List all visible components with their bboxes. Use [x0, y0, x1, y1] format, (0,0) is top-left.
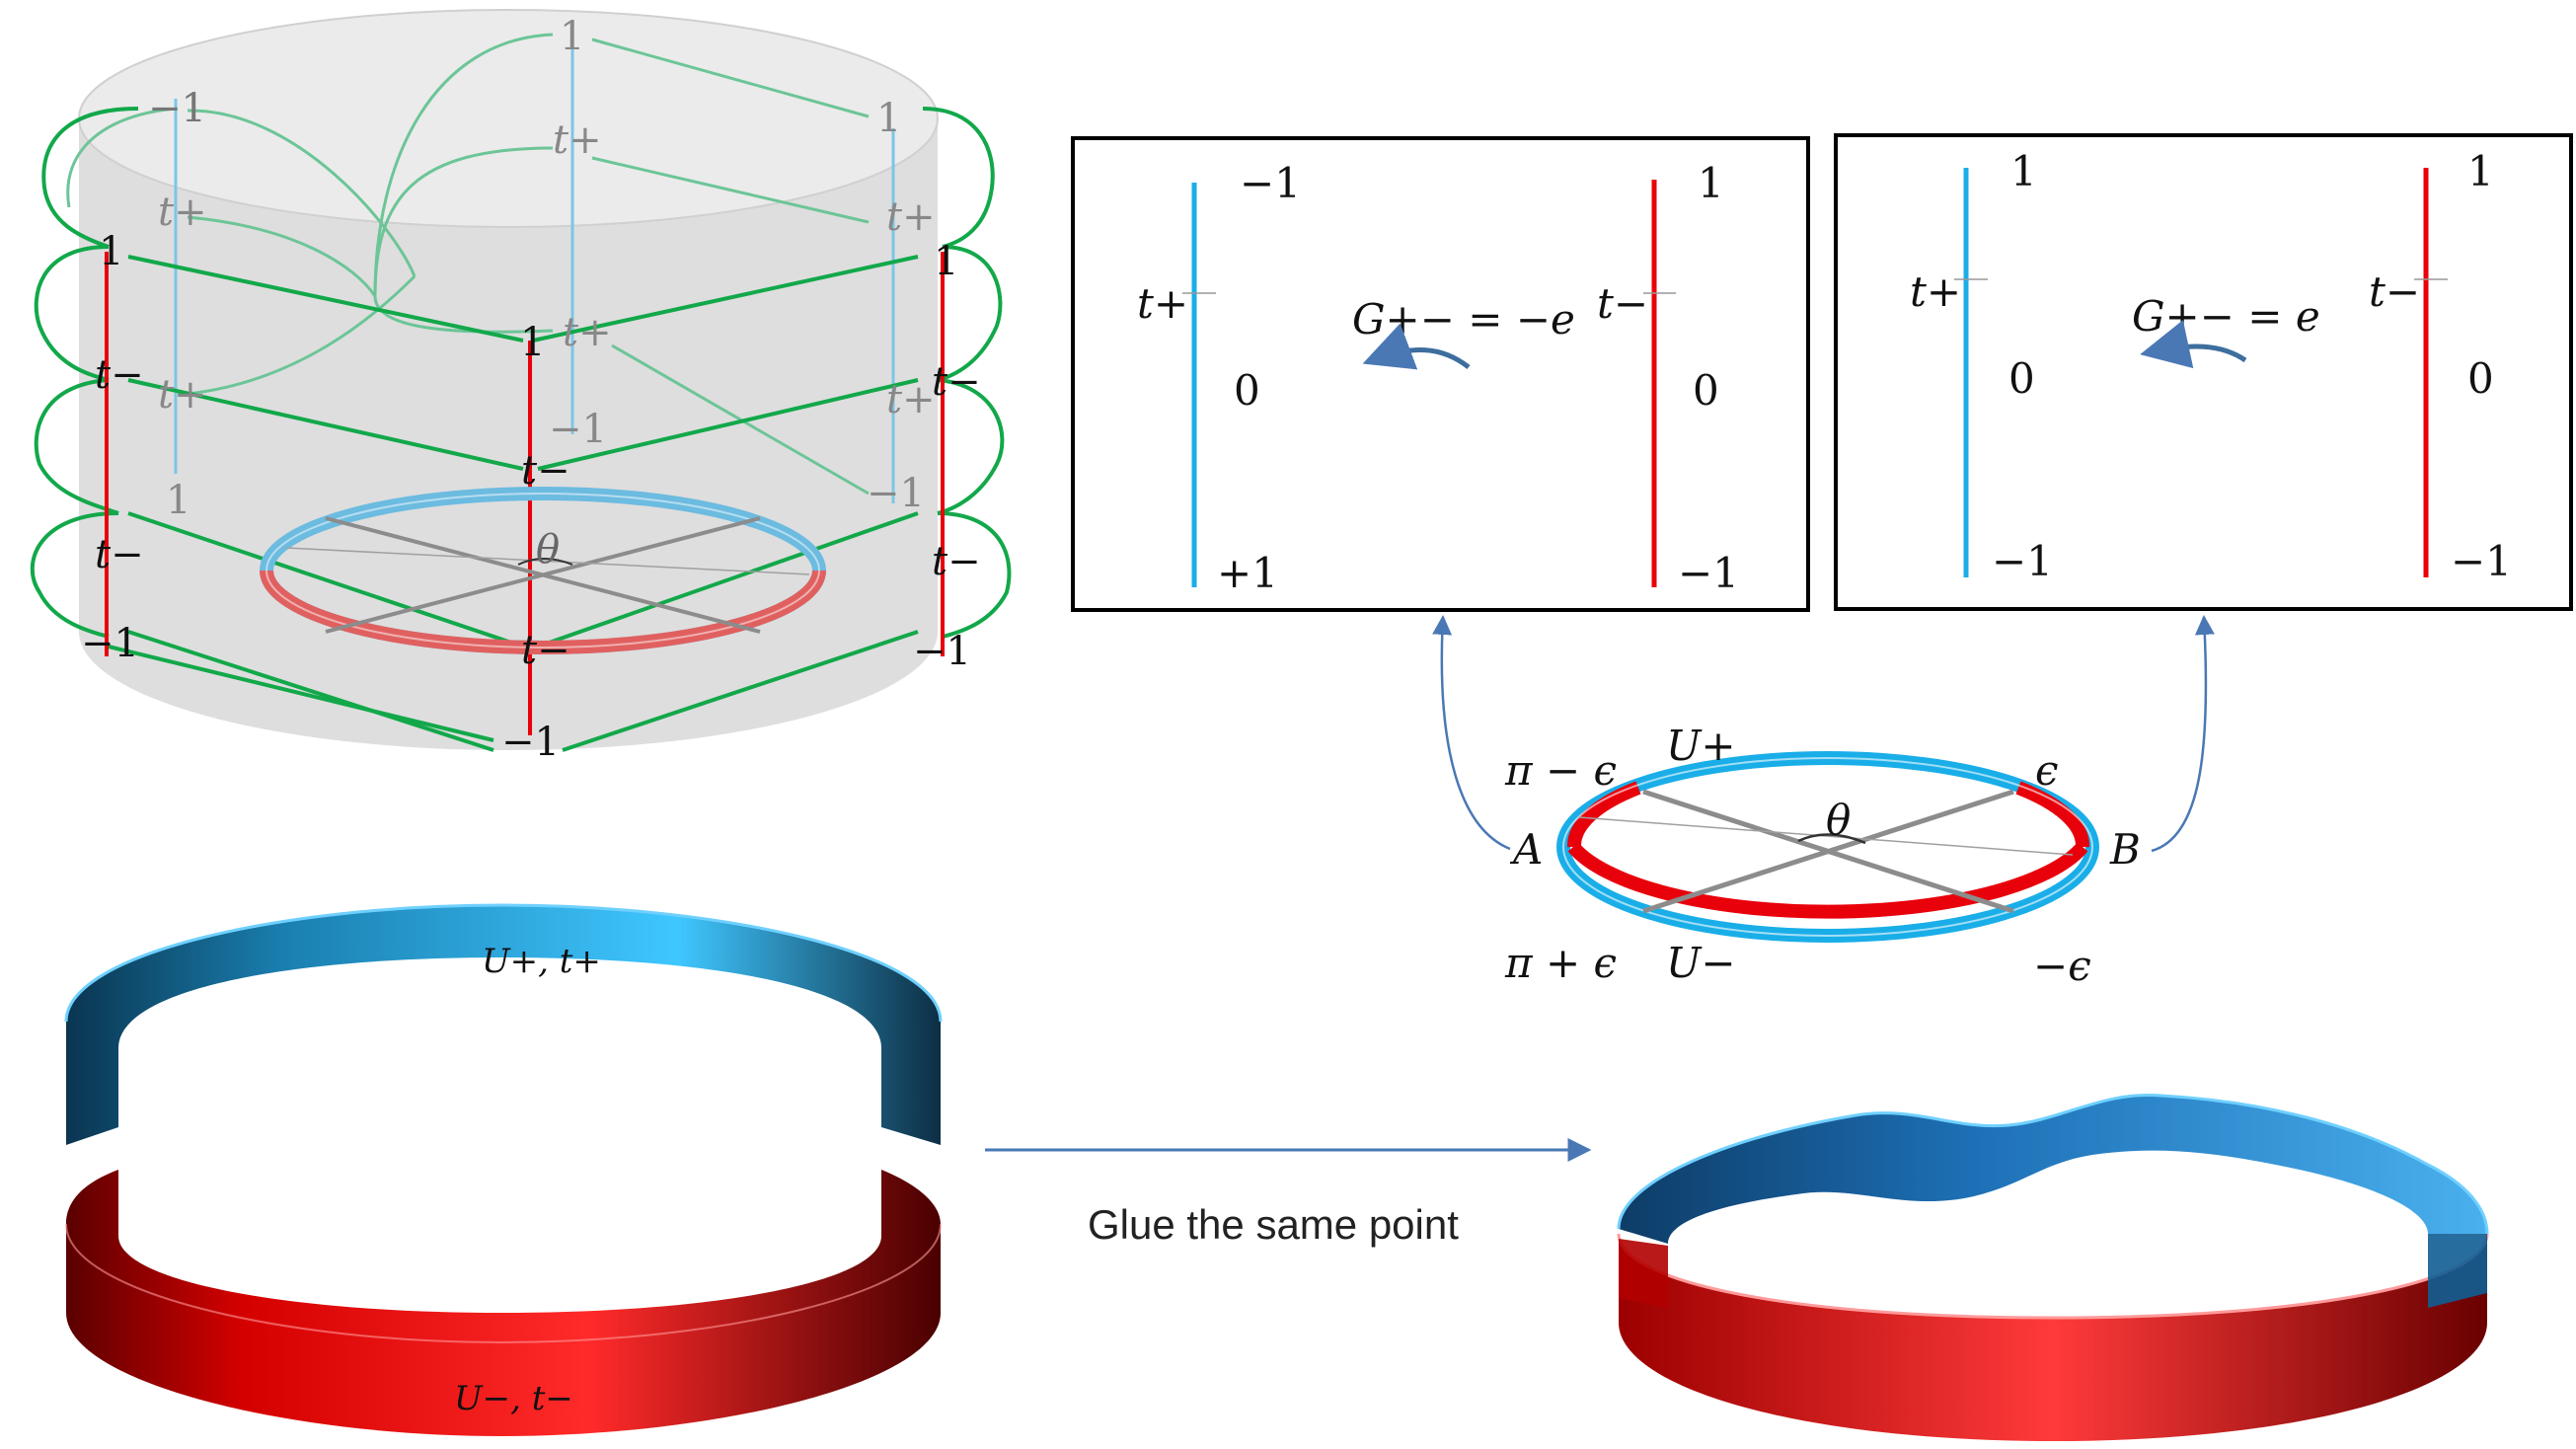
cyl-red-center-t1: t− — [521, 448, 570, 494]
arrow-b-to-right-panel — [2151, 615, 2215, 853]
cyl-theta: θ — [536, 527, 560, 572]
back-connections — [66, 33, 870, 496]
panel-left-blue-bottom: +1 — [1217, 549, 1278, 597]
panel-left-blue-t: t+ — [1137, 279, 1188, 328]
cyl-blue-left-t2: t+ — [158, 372, 207, 418]
cyl-red-left-t1: t− — [95, 352, 144, 398]
panel-right-blue-mid: 0 — [2008, 354, 2035, 403]
panel-left-blue-top: −1 — [1240, 159, 1301, 207]
cylinder-figure: θ −1 t+ t+ 1 1 t+ t+ −1 1 t+ t+ −1 1 t− … — [30, 9, 1012, 765]
panel-left-blue-mid: 0 — [1234, 366, 1260, 415]
cyl-blue-right-t: t+ — [886, 194, 936, 240]
ring-pi-plus-eps: π + ϵ — [1504, 939, 1617, 987]
cyl-blue-center-top: 1 — [560, 14, 584, 59]
panel-left-g-label: G+− = −e — [1352, 295, 1575, 343]
cyl-red-right-t2: t− — [932, 539, 981, 584]
ring-point-a: A — [1509, 825, 1543, 874]
arrow-a-to-left-panel — [1432, 615, 1511, 851]
panel-right-arrow — [2140, 320, 2247, 369]
glue-arrow: Glue the same point — [985, 1138, 1592, 1248]
ring-u-plus: U+ — [1666, 722, 1736, 770]
cyl-blue-center-bottom: −1 — [549, 407, 607, 452]
cyl-red-center-t2: t− — [521, 628, 570, 673]
cyl-red-right-top: 1 — [934, 239, 958, 284]
cylinder-ring — [260, 487, 826, 654]
panel-right-blue-bottom: −1 — [1992, 537, 2053, 585]
ring-eps: ϵ — [2035, 746, 2059, 795]
panel-right-g-label: G+− = e — [2132, 292, 2320, 341]
cyl-blue-left-bottom: 1 — [166, 478, 190, 523]
ring-u-minus: U− — [1666, 939, 1736, 987]
cyl-red-right-bottom: −1 — [913, 629, 971, 674]
blue-band: U+, t+ — [64, 903, 943, 1145]
ring-theta: θ — [1826, 796, 1851, 844]
panel-right-red-t: t− — [2369, 267, 2420, 316]
cyl-red-left-top: 1 — [99, 229, 123, 274]
panel-right-red-bottom: −1 — [2451, 537, 2512, 585]
cylinder-labels: θ −1 t+ t+ 1 1 t+ t+ −1 1 t+ t+ −1 1 t− … — [81, 14, 981, 765]
cyl-blue-left-t: t+ — [158, 190, 207, 235]
cyl-red-center-top: 1 — [520, 320, 545, 365]
ring-point-b: B — [2109, 825, 2141, 874]
blue-band-label: U+, t+ — [482, 942, 601, 981]
cyl-blue-left-top: −1 — [148, 86, 206, 131]
panel-right-red-top: 1 — [2467, 147, 2494, 195]
cyl-red-left-t2: t− — [95, 532, 144, 577]
cylinder-top — [79, 10, 938, 227]
cyl-blue-center-t2: t+ — [563, 310, 612, 355]
cyl-blue-center-t1: t+ — [553, 117, 602, 163]
glue-text: Glue the same point — [1088, 1201, 1459, 1248]
side-loops — [30, 107, 1012, 639]
panel-left-red-t: t− — [1597, 279, 1648, 328]
cyl-blue-right-t2: t+ — [886, 377, 936, 422]
cyl-red-right-t1: t− — [932, 359, 981, 405]
panel-left-arrow — [1362, 323, 1471, 370]
cyl-red-center-bottom: −1 — [501, 720, 560, 765]
front-connections — [108, 255, 919, 752]
cyl-red-left-bottom: −1 — [81, 621, 139, 666]
panel-right-blue-top: 1 — [2010, 147, 2037, 195]
red-band-label: U−, t− — [454, 1379, 573, 1418]
panel-left: −1 0 +1 t+ 1 0 −1 t− G+− = −e — [1071, 136, 1810, 612]
small-ring: U+ U− π − ϵ π + ϵ ϵ −ϵ A B θ — [1432, 615, 2215, 990]
panel-left-red-bottom: −1 — [1678, 549, 1739, 597]
panel-left-red-mid: 0 — [1693, 366, 1719, 415]
panel-left-red-top: 1 — [1698, 159, 1724, 207]
ring-pi-minus-eps: π − ϵ — [1504, 746, 1617, 795]
ring-minus-eps: −ϵ — [2033, 942, 2091, 990]
cyl-blue-right-top: 1 — [876, 96, 901, 141]
red-band: U−, t− — [65, 1170, 942, 1436]
mobius-band — [1617, 1093, 2489, 1441]
panel-right-red-mid: 0 — [2467, 354, 2494, 403]
cyl-blue-right-bottom: −1 — [867, 471, 925, 516]
cylinder-body — [79, 118, 938, 750]
panel-right-blue-t: t+ — [1910, 267, 1961, 316]
panel-right: 1 0 −1 t+ 1 0 −1 t− G+− = e — [1834, 133, 2573, 611]
